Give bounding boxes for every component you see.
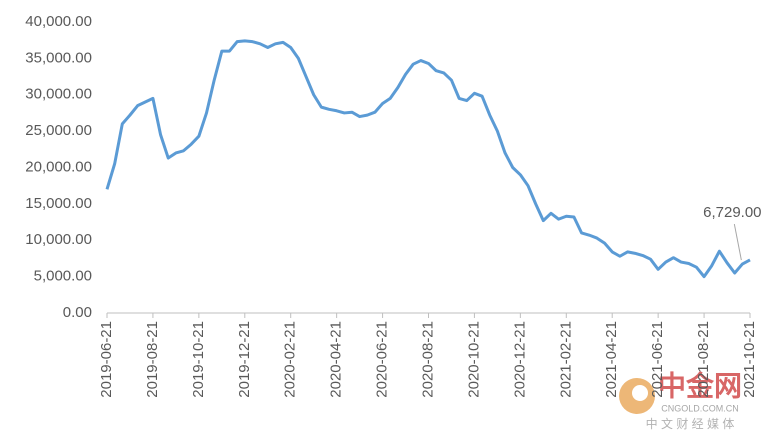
watermark-logo: 中金网	[658, 369, 742, 401]
y-tick-label: 25,000.00	[25, 122, 92, 139]
x-tick-label: 2019-08-21	[144, 321, 161, 398]
label-leader	[733, 223, 742, 261]
watermark: 中金网 CNGOLD.COM.CN 中 文 财 经 媒 体	[619, 369, 742, 431]
watermark-url: CNGOLD.COM.CN	[661, 403, 739, 413]
x-tick-label: 2019-06-21	[98, 321, 115, 398]
x-tick-label: 2021-08-21	[695, 321, 712, 398]
x-tick-label: 2019-12-21	[236, 321, 253, 398]
x-tick-label: 2021-10-21	[741, 321, 758, 398]
y-tick-label: 5,000.00	[34, 268, 92, 285]
y-tick-label: 10,000.00	[25, 231, 92, 248]
x-tick-label: 2020-08-21	[419, 321, 436, 398]
data-line	[105, 39, 751, 279]
x-tick-label: 2020-02-21	[282, 321, 299, 398]
x-tick-label: 2021-04-21	[603, 321, 620, 398]
watermark-icon	[632, 385, 648, 401]
x-tick-label: 2020-04-21	[328, 321, 345, 398]
x-tick-label: 2020-10-21	[465, 321, 482, 398]
x-tick-label: 2021-02-21	[557, 321, 574, 398]
watermark-caption: 中 文 财 经 媒 体	[646, 416, 735, 431]
x-tick-label: 2020-12-21	[511, 321, 528, 398]
x-tick-label: 2020-06-21	[374, 321, 391, 398]
x-tick-label: 2021-06-21	[649, 321, 666, 398]
y-tick-label: 30,000.00	[25, 86, 92, 103]
x-tick-label: 2019-10-21	[190, 321, 207, 398]
y-tick-label: 20,000.00	[25, 158, 92, 175]
y-tick-label: 40,000.00	[25, 13, 92, 30]
y-tick-label: 0.00	[63, 304, 92, 321]
data-label: 6,729.00	[703, 204, 761, 221]
y-tick-label: 35,000.00	[25, 49, 92, 66]
y-tick-label: 15,000.00	[25, 195, 92, 212]
